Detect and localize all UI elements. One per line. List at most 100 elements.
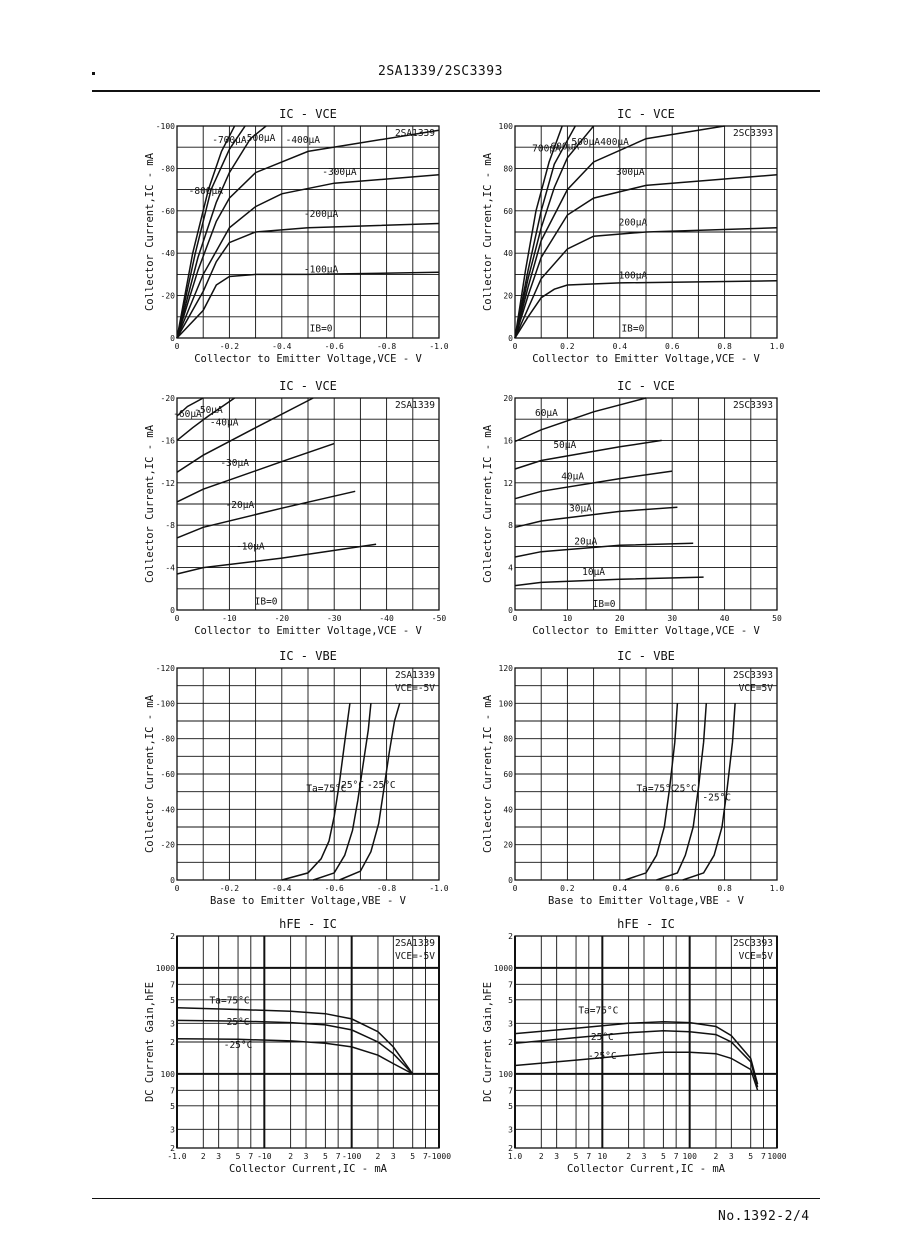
y-tick-label: -12	[161, 479, 176, 488]
x-tick-label: -40	[379, 614, 394, 623]
series-curve	[514, 1021, 759, 1085]
y-tick-label: 2	[508, 1144, 513, 1153]
series-label: 100μA	[619, 271, 648, 282]
y-tick-label: 20	[503, 841, 513, 850]
plot-frame	[514, 125, 778, 339]
x-tick-label: 2	[626, 1152, 631, 1161]
series-curve	[656, 703, 708, 881]
series-curve	[514, 397, 647, 443]
chart-title: IC - VCE	[617, 379, 675, 393]
y-tick-label: 0	[170, 876, 175, 885]
y-tick-label: -8	[165, 521, 175, 530]
series-label: Ta=75°C	[306, 784, 346, 795]
x-tick-label: -1000	[427, 1152, 451, 1161]
x-tick-label: 100	[682, 1152, 697, 1161]
device-label: 2SA1339	[395, 128, 435, 139]
chart-title: IC - VCE	[617, 107, 675, 121]
series-label: 400μA	[600, 137, 629, 148]
chart-ic-vce-2sc3393-low-v: 0 0.2 0.4 0.6 0.8 1.0 0 20 40 60 80 100 100μA 200μA 30…	[482, 107, 785, 365]
y-tick-label: 2	[508, 932, 513, 941]
x-tick-label: 0.6	[665, 884, 680, 893]
series-curve	[176, 129, 440, 339]
y-tick-label: 0	[170, 606, 175, 615]
chart-hfe-ic-2sc3393: 1.0 2 3 5 7 10 2 3 5 7 100 2 3 5 7 10002357100235710002…	[482, 917, 787, 1175]
x-tick-label: -0.4	[272, 884, 291, 893]
series-label: 700μA	[532, 143, 561, 154]
y-tick-label: 100	[499, 699, 514, 708]
series-label: 50μA	[553, 440, 576, 451]
y-tick-label: 20	[503, 394, 513, 403]
y-axis-label: Collector Current,IC - mA	[482, 424, 494, 583]
series-label: -200μA	[304, 209, 339, 220]
series-curve	[514, 227, 778, 339]
x-tick-label: -1.0	[429, 884, 448, 893]
y-tick-label: -40	[161, 249, 176, 258]
chart-title: IC - VBE	[617, 649, 675, 663]
series-curve	[514, 125, 576, 339]
x-tick-label: 3	[642, 1152, 647, 1161]
x-tick-label: 7	[336, 1152, 341, 1161]
series-curve	[514, 576, 704, 587]
x-axis-label: Collector to Emitter Voltage,VCE - V	[194, 353, 422, 365]
x-tick-label: 0.2	[560, 342, 575, 351]
y-axis-label: Collector Current,IC - mA	[482, 694, 494, 853]
chart-annotation: IB=0	[310, 324, 333, 335]
x-tick-label: 2	[201, 1152, 206, 1161]
series-label: -10μA	[236, 542, 265, 553]
x-tick-label: 0.4	[613, 884, 628, 893]
plot-frame	[176, 935, 440, 1149]
y-tick-label: 5	[508, 1102, 513, 1111]
series-label: -25°C	[702, 793, 731, 804]
chart-annotation: IB=0	[255, 597, 278, 608]
x-tick-label: 2	[539, 1152, 544, 1161]
x-tick-label: 1.0	[770, 342, 785, 351]
device-label: 2SC3393	[733, 938, 773, 949]
condition-label: VCE=5V	[739, 683, 774, 694]
series-curve	[682, 703, 736, 881]
series-curve	[176, 222, 440, 339]
y-tick-label: -20	[161, 394, 176, 403]
x-tick-label: 0.8	[717, 342, 732, 351]
series-curve	[514, 1051, 759, 1091]
y-tick-label: 0	[508, 606, 513, 615]
series-curve	[176, 543, 377, 575]
x-axis-label: Collector to Emitter Voltage,VCE - V	[532, 353, 760, 365]
chart-title: IC - VCE	[279, 107, 337, 121]
y-tick-label: 0	[508, 876, 513, 885]
y-tick-label: 3	[508, 1019, 513, 1028]
series-curve	[514, 506, 678, 529]
series-curve	[176, 442, 335, 503]
device-label: 2SC3393	[733, 400, 773, 411]
chart-ic-vbe-2sa1339: 0 -0.2 -0.4 -0.6 -0.8 -1.0 0 -20 -40 -60 -80 -100 -1…	[144, 649, 449, 907]
x-tick-label: 5	[323, 1152, 328, 1161]
y-axis-label: DC Current Gain,hFE	[482, 982, 494, 1102]
series-label: 30μA	[569, 503, 592, 514]
series-curve	[176, 174, 440, 339]
x-tick-label: -0.2	[220, 342, 239, 351]
device-label: 2SA1339	[395, 938, 435, 949]
x-tick-label: 1.0	[770, 884, 785, 893]
x-tick-label: -1.0	[167, 1152, 186, 1161]
x-tick-label: 10	[563, 614, 573, 623]
x-tick-label: -1.0	[429, 342, 448, 351]
chart-title: hFE - IC	[617, 917, 675, 931]
x-tick-label: 3	[729, 1152, 734, 1161]
y-tick-label: -80	[161, 164, 176, 173]
series-curve	[176, 1037, 414, 1075]
y-tick-label: 0	[170, 334, 175, 343]
x-tick-label: 0	[513, 884, 518, 893]
y-tick-label: -40	[161, 805, 176, 814]
y-tick-label: 3	[170, 1019, 175, 1028]
series-label: -100μA	[304, 264, 339, 275]
x-tick-label: -0.4	[272, 342, 291, 351]
x-tick-label: 7	[586, 1152, 591, 1161]
x-tick-label: 0.2	[560, 884, 575, 893]
series-label: 20μA	[574, 536, 597, 547]
y-tick-label: -100	[156, 699, 175, 708]
x-tick-label: 3	[216, 1152, 221, 1161]
plot-frame	[176, 667, 440, 881]
device-label: 2SA1339	[395, 670, 435, 681]
chart-title: IC - VCE	[279, 379, 337, 393]
x-tick-label: 0	[513, 614, 518, 623]
y-axis-label: Collector Current,IC - mA	[144, 424, 156, 583]
